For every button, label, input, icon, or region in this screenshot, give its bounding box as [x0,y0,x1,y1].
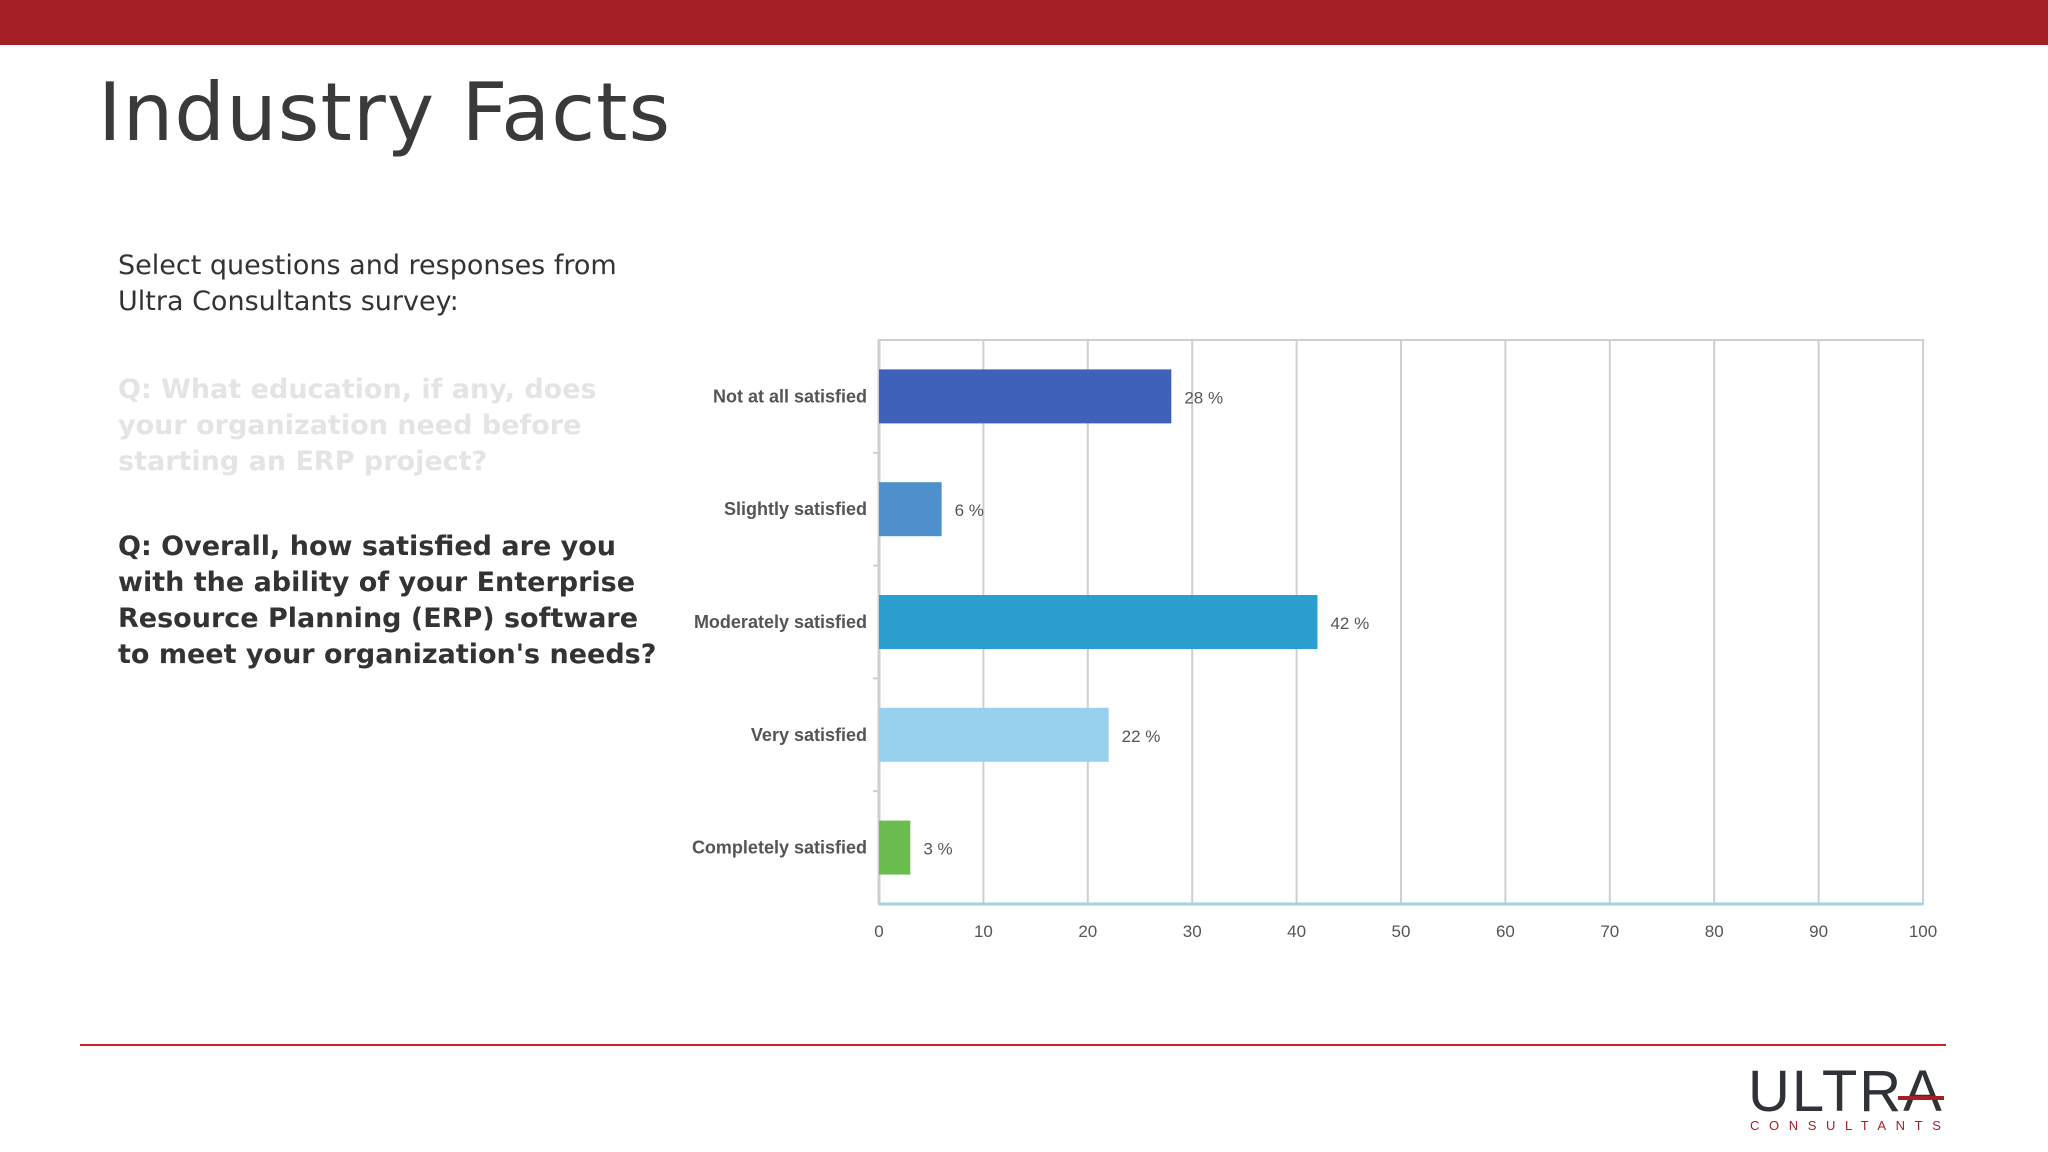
x-tick-label: 0 [874,922,883,941]
bar [879,482,942,537]
x-tick-label: 20 [1078,922,1097,941]
bar [879,820,911,875]
chart-category-labels: Not at all satisfied Slightly satisfied Mo… [692,386,867,857]
bar [879,595,1318,649]
category-label: Completely satisfied [692,838,867,858]
question-active: Q: Overall, how satisfied are you with t… [118,531,657,670]
category-label: Not at all satisfied [713,386,867,406]
x-tick-label: 30 [1183,922,1202,941]
x-tick-label: 70 [1600,922,1619,941]
category-label: Very satisfied [751,725,867,745]
x-tick-label: 90 [1809,922,1828,941]
logo-subtitle: CONSULTANTS [1750,1118,1951,1133]
top-brand-bar [0,0,2048,45]
logo-wordmark: ULTRA [1748,1059,1944,1124]
x-tick-label: 60 [1496,922,1515,941]
ultra-consultants-logo: ULTRA CONSULTANTS [1748,1060,1948,1140]
x-tick-label: 10 [974,922,993,941]
x-tick-label: 50 [1392,922,1411,941]
bar [879,369,1172,424]
category-label: Slightly satisfied [724,499,867,519]
slide-title: Industry Facts [98,66,672,159]
value-label: 42 % [1330,614,1369,633]
chart-bars [879,369,1318,875]
footer-divider [80,1044,1946,1046]
value-label: 6 % [955,501,984,520]
logo-accent-dash [1898,1096,1944,1100]
value-label: 28 % [1184,388,1223,407]
value-label: 3 % [923,840,952,859]
x-tick-label: 100 [1909,922,1937,941]
value-label: 22 % [1122,727,1161,746]
chart-value-labels: 28 % 6 % 42 % 22 % 3 % [923,388,1369,858]
bar [879,707,1109,762]
category-label: Moderately satisfied [694,612,867,632]
intro-text: Select questions and responses from Ultr… [118,250,617,317]
x-tick-label: 40 [1287,922,1306,941]
x-tick-label: 80 [1705,922,1724,941]
chart-tick-labels: 0 10 20 30 40 50 60 70 80 90 100 [874,922,1937,941]
question-faded: Q: What education, if any, does your org… [118,374,597,477]
